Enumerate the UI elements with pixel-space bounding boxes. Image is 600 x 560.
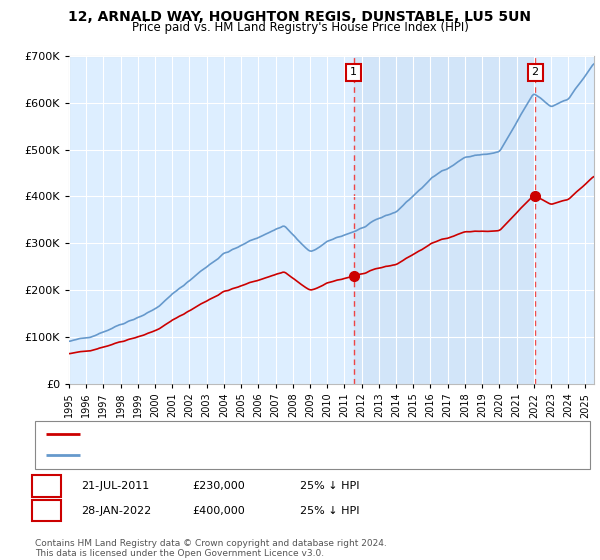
Bar: [354, 56, 535, 384]
Text: 2: 2: [43, 506, 50, 516]
Text: HPI: Average price, detached house, Central Bedfordshire: HPI: Average price, detached house, Cent…: [85, 450, 386, 460]
Text: 1: 1: [43, 481, 50, 491]
Text: £230,000: £230,000: [192, 481, 245, 491]
Text: £400,000: £400,000: [192, 506, 245, 516]
Text: 1: 1: [350, 67, 357, 77]
Text: 12, ARNALD WAY, HOUGHTON REGIS, DUNSTABLE, LU5 5UN: 12, ARNALD WAY, HOUGHTON REGIS, DUNSTABL…: [68, 10, 532, 24]
Text: 25% ↓ HPI: 25% ↓ HPI: [300, 481, 359, 491]
Text: 12, ARNALD WAY, HOUGHTON REGIS, DUNSTABLE, LU5 5UN (detached house): 12, ARNALD WAY, HOUGHTON REGIS, DUNSTABL…: [85, 430, 490, 440]
Text: 28-JAN-2022: 28-JAN-2022: [81, 506, 151, 516]
Text: Price paid vs. HM Land Registry's House Price Index (HPI): Price paid vs. HM Land Registry's House …: [131, 21, 469, 34]
Text: 25% ↓ HPI: 25% ↓ HPI: [300, 506, 359, 516]
Text: Contains HM Land Registry data © Crown copyright and database right 2024.
This d: Contains HM Land Registry data © Crown c…: [35, 539, 386, 558]
Text: 2: 2: [532, 67, 539, 77]
Text: 21-JUL-2011: 21-JUL-2011: [81, 481, 149, 491]
